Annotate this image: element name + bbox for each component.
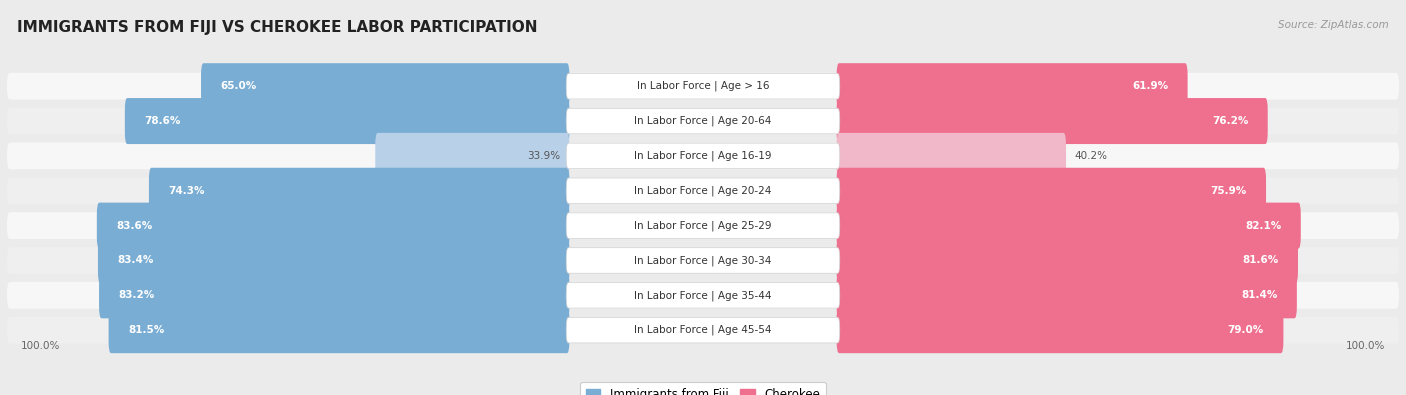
Text: 76.2%: 76.2% (1212, 116, 1249, 126)
Text: 75.9%: 75.9% (1211, 186, 1247, 196)
Text: In Labor Force | Age 30-34: In Labor Force | Age 30-34 (634, 255, 772, 266)
FancyBboxPatch shape (837, 133, 1066, 179)
Text: 81.5%: 81.5% (128, 325, 165, 335)
Text: In Labor Force | Age 20-64: In Labor Force | Age 20-64 (634, 116, 772, 126)
Text: 81.6%: 81.6% (1243, 256, 1278, 265)
FancyBboxPatch shape (7, 247, 1399, 274)
FancyBboxPatch shape (567, 178, 839, 203)
Text: 81.4%: 81.4% (1241, 290, 1278, 300)
FancyBboxPatch shape (97, 203, 569, 248)
Text: 79.0%: 79.0% (1227, 325, 1264, 335)
FancyBboxPatch shape (567, 213, 839, 238)
Text: Source: ZipAtlas.com: Source: ZipAtlas.com (1278, 20, 1389, 30)
Text: 40.2%: 40.2% (1074, 151, 1108, 161)
Text: 100.0%: 100.0% (1346, 341, 1385, 351)
FancyBboxPatch shape (7, 73, 1399, 100)
Text: In Labor Force | Age 16-19: In Labor Force | Age 16-19 (634, 150, 772, 161)
FancyBboxPatch shape (567, 108, 839, 134)
Text: 83.6%: 83.6% (117, 221, 153, 231)
FancyBboxPatch shape (201, 63, 569, 109)
FancyBboxPatch shape (375, 133, 569, 179)
FancyBboxPatch shape (567, 282, 839, 308)
Text: In Labor Force | Age 25-29: In Labor Force | Age 25-29 (634, 220, 772, 231)
FancyBboxPatch shape (108, 307, 569, 353)
Text: In Labor Force | Age 20-24: In Labor Force | Age 20-24 (634, 186, 772, 196)
FancyBboxPatch shape (837, 63, 1188, 109)
Text: In Labor Force | Age 45-54: In Labor Force | Age 45-54 (634, 325, 772, 335)
FancyBboxPatch shape (567, 318, 839, 343)
FancyBboxPatch shape (125, 98, 569, 144)
Text: 61.9%: 61.9% (1132, 81, 1168, 91)
Text: IMMIGRANTS FROM FIJI VS CHEROKEE LABOR PARTICIPATION: IMMIGRANTS FROM FIJI VS CHEROKEE LABOR P… (17, 20, 537, 35)
Text: 83.2%: 83.2% (118, 290, 155, 300)
Text: 33.9%: 33.9% (527, 151, 561, 161)
FancyBboxPatch shape (567, 143, 839, 169)
Text: 82.1%: 82.1% (1246, 221, 1281, 231)
FancyBboxPatch shape (7, 143, 1399, 169)
Text: 74.3%: 74.3% (169, 186, 205, 196)
FancyBboxPatch shape (837, 237, 1298, 284)
FancyBboxPatch shape (98, 272, 569, 318)
FancyBboxPatch shape (98, 237, 569, 284)
Text: 83.4%: 83.4% (118, 256, 153, 265)
FancyBboxPatch shape (567, 248, 839, 273)
FancyBboxPatch shape (837, 307, 1284, 353)
FancyBboxPatch shape (7, 177, 1399, 204)
Text: 65.0%: 65.0% (221, 81, 257, 91)
Legend: Immigrants from Fiji, Cherokee: Immigrants from Fiji, Cherokee (581, 382, 825, 395)
FancyBboxPatch shape (7, 282, 1399, 309)
FancyBboxPatch shape (7, 212, 1399, 239)
Text: In Labor Force | Age > 16: In Labor Force | Age > 16 (637, 81, 769, 92)
FancyBboxPatch shape (837, 98, 1268, 144)
Text: In Labor Force | Age 35-44: In Labor Force | Age 35-44 (634, 290, 772, 301)
Text: 78.6%: 78.6% (145, 116, 181, 126)
FancyBboxPatch shape (837, 203, 1301, 248)
FancyBboxPatch shape (837, 272, 1296, 318)
FancyBboxPatch shape (567, 73, 839, 99)
Text: 100.0%: 100.0% (21, 341, 60, 351)
FancyBboxPatch shape (837, 168, 1265, 214)
FancyBboxPatch shape (149, 168, 569, 214)
FancyBboxPatch shape (7, 107, 1399, 134)
FancyBboxPatch shape (7, 317, 1399, 344)
